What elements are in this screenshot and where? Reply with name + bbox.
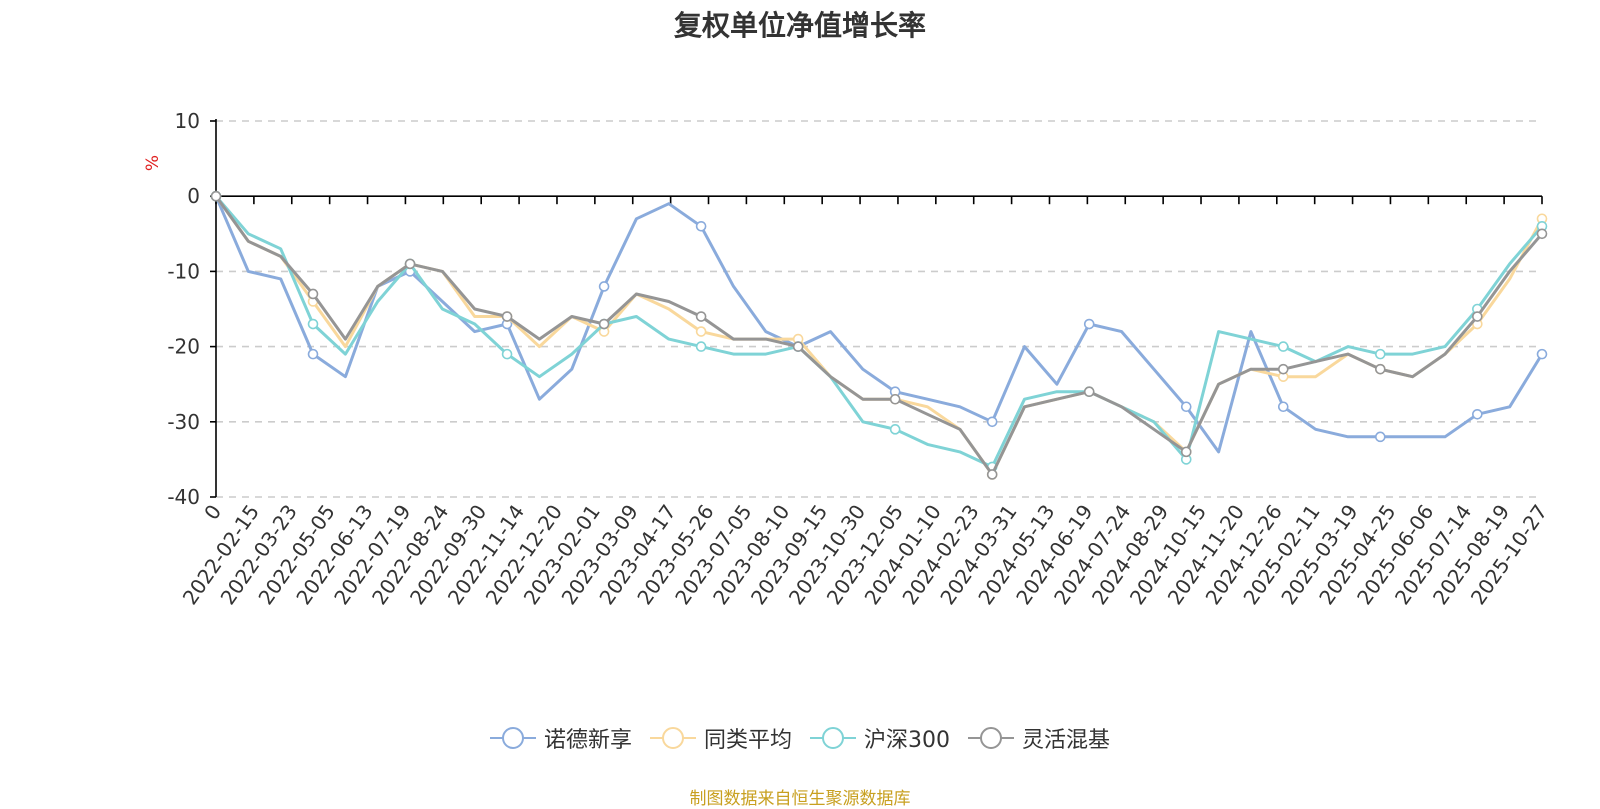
data-point[interactable] xyxy=(695,326,707,337)
data-point[interactable] xyxy=(1180,401,1192,413)
series-layer xyxy=(210,190,1548,480)
data-point[interactable] xyxy=(501,348,513,360)
data-point[interactable] xyxy=(1374,363,1386,375)
data-point[interactable] xyxy=(1374,348,1386,360)
series-line-0[interactable] xyxy=(214,195,1544,454)
data-point[interactable] xyxy=(1536,348,1548,360)
data-point[interactable] xyxy=(986,416,998,428)
legend-item[interactable]: 诺德新享 xyxy=(489,722,632,754)
legend-swatch-icon xyxy=(810,727,856,749)
data-point[interactable] xyxy=(1472,311,1483,322)
data-point[interactable] xyxy=(307,288,319,300)
data-point[interactable] xyxy=(210,190,222,202)
data-point[interactable] xyxy=(1277,363,1289,375)
data-point[interactable] xyxy=(1083,386,1095,398)
y-tick-label: -30 xyxy=(167,410,200,434)
y-tick-label: -10 xyxy=(167,259,200,283)
data-point[interactable] xyxy=(1180,446,1192,458)
y-tick-label: -20 xyxy=(167,335,200,359)
legend-swatch-icon xyxy=(489,727,536,749)
data-point[interactable] xyxy=(598,281,610,292)
legend: 诺德新享 同类平均 沪深300 灵活混基 xyxy=(0,722,1600,754)
legend-swatch-icon xyxy=(649,727,696,749)
legend-label: 同类平均 xyxy=(703,728,792,753)
data-point[interactable] xyxy=(889,424,901,435)
series-line-2[interactable] xyxy=(214,195,1544,469)
data-point[interactable] xyxy=(1277,401,1289,413)
axis-layer xyxy=(210,119,1543,498)
data-point[interactable] xyxy=(1374,431,1386,443)
legend-item[interactable]: 同类平均 xyxy=(649,722,792,754)
line-chart: 100-10-20-30-40%02022-02-152022-03-23202… xyxy=(143,109,1552,609)
series-line-1[interactable] xyxy=(214,195,1544,476)
data-point[interactable] xyxy=(1536,228,1548,240)
data-point[interactable] xyxy=(986,469,998,480)
data-point[interactable] xyxy=(307,318,319,330)
legend-item[interactable]: 沪深300 xyxy=(810,722,950,754)
grid-layer xyxy=(216,120,1542,498)
y-axis-label: % xyxy=(143,155,163,171)
y-tick-label: -40 xyxy=(167,485,200,509)
legend-label: 沪深300 xyxy=(864,728,950,753)
x-tick-label: 0 xyxy=(199,500,226,524)
source-note: 制图数据来自恒生聚源数据库 xyxy=(689,789,911,809)
y-tick-label: 10 xyxy=(175,109,200,133)
data-point[interactable] xyxy=(1083,318,1095,330)
legend-item[interactable]: 灵活混基 xyxy=(968,722,1110,754)
y-tick-label: 0 xyxy=(187,184,200,208)
data-point[interactable] xyxy=(307,348,319,360)
data-point[interactable] xyxy=(889,393,901,405)
data-point[interactable] xyxy=(1472,408,1483,420)
series-line-3[interactable] xyxy=(214,195,1544,476)
data-point[interactable] xyxy=(695,341,707,352)
data-point[interactable] xyxy=(598,318,610,330)
data-point[interactable] xyxy=(792,341,804,352)
legend-label: 诺德新享 xyxy=(543,728,632,753)
data-point[interactable] xyxy=(1277,341,1289,352)
legend-swatch-icon xyxy=(968,727,1014,749)
data-point[interactable] xyxy=(695,220,707,232)
legend-label: 灵活混基 xyxy=(1022,728,1111,753)
data-point[interactable] xyxy=(404,258,416,270)
data-point[interactable] xyxy=(695,311,707,322)
chart-title: 复权单位净值增长率 xyxy=(673,9,926,42)
data-point[interactable] xyxy=(501,311,513,322)
